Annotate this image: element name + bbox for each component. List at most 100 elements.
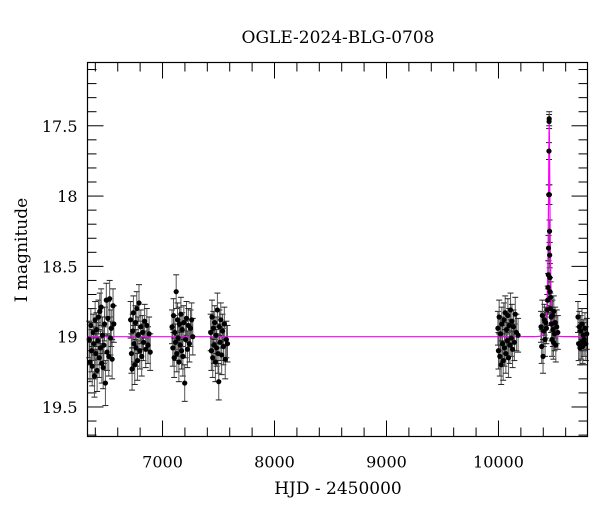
data-point: [219, 328, 226, 334]
data-point: [180, 353, 186, 359]
data-point: [179, 327, 185, 333]
data-point: [584, 331, 590, 337]
data-point: [108, 325, 114, 331]
data-point: [173, 289, 179, 295]
data-point: [578, 328, 584, 334]
data-point: [540, 353, 546, 359]
data-point: [505, 312, 511, 319]
chart-title: OGLE-2024-BLG-0708: [242, 28, 435, 48]
data-point: [176, 359, 182, 365]
data-point: [546, 148, 552, 154]
data-point: [218, 317, 224, 323]
y-tick-label: 19: [57, 328, 77, 347]
data-point: [507, 307, 514, 313]
data-point: [138, 324, 144, 330]
data-point: [499, 321, 505, 327]
data-point: [546, 116, 552, 122]
data-point: [93, 327, 100, 333]
data-point: [546, 192, 553, 198]
data-point: [143, 346, 149, 352]
y-tick-label: 18.5: [42, 257, 78, 276]
x-tick-label: 10000: [473, 453, 524, 472]
data-point: [181, 320, 187, 326]
data-point: [190, 334, 196, 340]
data-point: [222, 356, 228, 362]
x-tick-label: 8000: [254, 453, 295, 472]
data-point: [135, 332, 141, 338]
data-point: [499, 341, 506, 347]
data-point: [549, 312, 556, 319]
data-point: [178, 348, 185, 354]
data-point: [216, 379, 222, 385]
data-point: [543, 320, 549, 326]
data-point: [213, 332, 219, 338]
data-point: [182, 380, 188, 386]
data-point: [89, 363, 95, 369]
data-point: [146, 331, 152, 337]
data-point: [99, 360, 105, 366]
data-point: [209, 314, 215, 320]
data-point: [496, 314, 502, 320]
data-point: [101, 321, 108, 327]
data-point: [495, 348, 502, 354]
data-point: [498, 362, 504, 368]
data-point: [95, 338, 101, 344]
y-tick-label: 18: [57, 187, 77, 206]
data-point: [507, 342, 513, 348]
y-axis-label: I magnitude: [12, 198, 32, 302]
data-point: [501, 345, 508, 351]
data-point: [189, 317, 195, 323]
data-point: [128, 350, 134, 357]
data-point: [172, 329, 178, 336]
data-point: [94, 367, 100, 374]
data-point: [174, 350, 180, 357]
data-point: [509, 346, 516, 352]
data-point: [145, 342, 151, 348]
plot-frame: [86, 61, 589, 438]
data-point: [147, 349, 153, 355]
data-point: [105, 315, 111, 321]
x-tick-labels: 7000 8000 9000 10000: [142, 453, 524, 472]
data-point: [170, 312, 177, 319]
data-points: [86, 116, 590, 386]
data-point: [134, 305, 140, 312]
data-point: [139, 353, 145, 359]
data-point: [511, 339, 517, 345]
data-point: [214, 345, 220, 351]
data-point: [501, 317, 507, 323]
axis-ticks: [87, 62, 588, 437]
data-point: [547, 252, 553, 258]
data-point: [219, 352, 225, 358]
data-point: [554, 324, 560, 330]
data-point: [504, 338, 510, 344]
data-point: [87, 359, 93, 365]
data-point: [495, 325, 501, 331]
data-point: [176, 321, 183, 327]
data-point: [582, 325, 588, 331]
data-point: [545, 245, 552, 251]
x-tick-label: 7000: [142, 453, 183, 472]
data-point: [515, 332, 521, 338]
data-point: [543, 325, 550, 331]
data-point: [175, 335, 181, 341]
data-point: [497, 353, 503, 359]
data-point: [171, 355, 177, 361]
data-point: [187, 325, 194, 331]
data-point: [100, 365, 106, 371]
data-point: [88, 322, 94, 329]
data-point: [174, 317, 181, 323]
data-point: [130, 328, 136, 334]
data-point: [555, 329, 561, 336]
data-point: [102, 380, 109, 386]
data-point: [547, 289, 553, 295]
data-point: [214, 307, 220, 313]
data-point: [170, 345, 176, 351]
data-point: [545, 284, 551, 291]
data-point: [553, 342, 559, 348]
data-point: [551, 308, 557, 314]
data-point: [132, 320, 139, 326]
data-point: [224, 341, 231, 347]
data-point: [548, 294, 554, 300]
data-point: [497, 331, 504, 337]
data-point: [177, 342, 183, 348]
